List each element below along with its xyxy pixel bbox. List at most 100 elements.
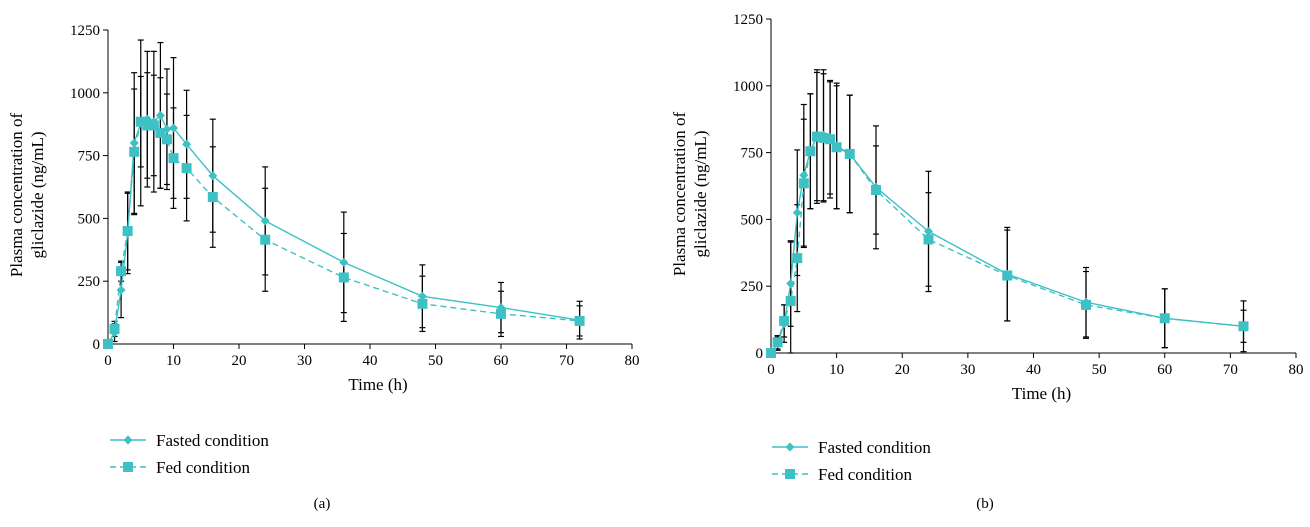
x-tick-label: 50 <box>428 353 443 369</box>
data-point-diamond <box>417 291 427 301</box>
y-tick-label: 500 <box>78 211 101 227</box>
data-point-square <box>923 234 934 245</box>
data-point-square <box>792 253 803 264</box>
legend-marker-diamond <box>123 435 133 445</box>
x-tick-label: 80 <box>625 353 640 369</box>
data-point-square <box>168 153 179 164</box>
x-tick-label: 10 <box>829 362 844 378</box>
data-point-diamond <box>786 279 796 289</box>
data-point-diamond <box>260 216 270 226</box>
y-tick-label: 1250 <box>733 12 763 28</box>
panel-label: (a) <box>314 496 331 512</box>
series-line-diamond <box>107 114 580 345</box>
data-point-square <box>772 337 783 348</box>
y-axis-title-line-0: Plasma concentration of <box>670 112 689 277</box>
data-point-square <box>148 120 159 131</box>
legend-marker-square <box>785 469 795 479</box>
x-tick-label: 70 <box>1223 362 1238 378</box>
data-point-square <box>1159 313 1170 324</box>
y-tick-label: 1250 <box>70 23 100 39</box>
data-point-square <box>831 142 842 153</box>
legend-label: Fasted condition <box>156 431 269 450</box>
data-point-square <box>766 348 776 358</box>
data-point-square <box>1002 270 1013 281</box>
y-tick-label: 0 <box>93 337 101 353</box>
data-point-diamond <box>339 257 349 267</box>
x-tick-label: 20 <box>895 362 910 378</box>
legend-label: Fed condition <box>818 465 912 484</box>
data-point-diamond <box>182 139 192 149</box>
data-point-square <box>161 134 172 145</box>
data-point-square <box>496 308 506 319</box>
data-point-square <box>417 298 428 309</box>
data-point-square <box>574 315 585 326</box>
data-point-square <box>135 116 146 127</box>
x-tick-label: 0 <box>767 362 775 378</box>
data-point-square <box>825 134 836 145</box>
data-point-square <box>142 120 153 131</box>
y-tick-label: 1000 <box>733 79 763 95</box>
data-point-square <box>785 295 796 306</box>
chart-panel-0: 0 10 20 30 40 50 60 70 80 0 250 500 750 1000 1250 Time … <box>7 23 640 512</box>
data-point-square <box>181 163 192 174</box>
panel-label: (b) <box>976 496 994 512</box>
data-point-square <box>1081 299 1091 310</box>
y-tick-label: 0 <box>756 346 764 362</box>
data-point-square <box>338 272 349 283</box>
data-point-square <box>871 185 881 196</box>
y-tick-label: 500 <box>741 212 764 228</box>
x-tick-label: 40 <box>363 353 378 369</box>
x-tick-label: 30 <box>297 353 312 369</box>
x-tick-label: 10 <box>166 353 181 369</box>
y-tick-label: 1000 <box>70 86 100 102</box>
data-point-square <box>811 131 822 142</box>
x-tick-label: 70 <box>559 353 574 369</box>
data-point-square <box>103 339 113 349</box>
y-tick-label: 250 <box>78 274 101 290</box>
data-point-square <box>805 146 816 157</box>
data-point-diamond <box>155 110 165 120</box>
chart-panel-1: 0 10 20 30 40 50 60 70 80 0 250 500 750 1000 1250 Time … <box>670 12 1304 512</box>
x-tick-label: 0 <box>104 353 112 369</box>
data-point-square <box>109 323 120 334</box>
data-point-square <box>844 148 855 159</box>
data-point-diamond <box>924 226 933 236</box>
y-tick-label: 250 <box>741 279 764 295</box>
data-point-diamond <box>116 285 126 295</box>
data-point-square <box>207 192 218 203</box>
legend-marker-diamond <box>785 442 795 452</box>
x-tick-label: 60 <box>1157 362 1172 378</box>
x-axis-title: Time (h) <box>348 375 407 394</box>
data-point-square <box>129 146 140 157</box>
y-tick-label: 750 <box>78 149 101 165</box>
x-tick-label: 80 <box>1289 362 1304 378</box>
data-point-square <box>779 315 790 326</box>
y-axis-title-line-1: gliclazide (ng/mL) <box>691 131 710 258</box>
x-tick-label: 30 <box>960 362 975 378</box>
x-tick-label: 20 <box>232 353 247 369</box>
data-point-square <box>122 225 133 236</box>
data-point-square <box>116 266 127 277</box>
x-tick-label: 60 <box>494 353 509 369</box>
x-tick-label: 40 <box>1026 362 1041 378</box>
y-tick-label: 750 <box>741 146 764 162</box>
data-point-diamond <box>799 170 809 180</box>
data-point-square <box>818 132 829 143</box>
data-point-diamond <box>169 123 178 133</box>
legend-label: Fed condition <box>156 458 250 477</box>
y-axis-title-line-0: Plasma concentration of <box>7 113 26 278</box>
data-point-square <box>798 178 809 189</box>
data-point-diamond <box>792 208 802 218</box>
data-point-diamond <box>208 171 218 181</box>
x-tick-label: 50 <box>1092 362 1107 378</box>
data-point-diamond <box>129 138 139 148</box>
legend-marker-square <box>123 462 133 472</box>
legend-label: Fasted condition <box>818 438 931 457</box>
data-point-square <box>155 127 166 138</box>
y-axis-title-line-1: gliclazide (ng/mL) <box>28 132 47 259</box>
data-point-square <box>260 234 271 245</box>
x-axis-title: Time (h) <box>1012 384 1071 403</box>
data-point-square <box>1238 321 1249 332</box>
